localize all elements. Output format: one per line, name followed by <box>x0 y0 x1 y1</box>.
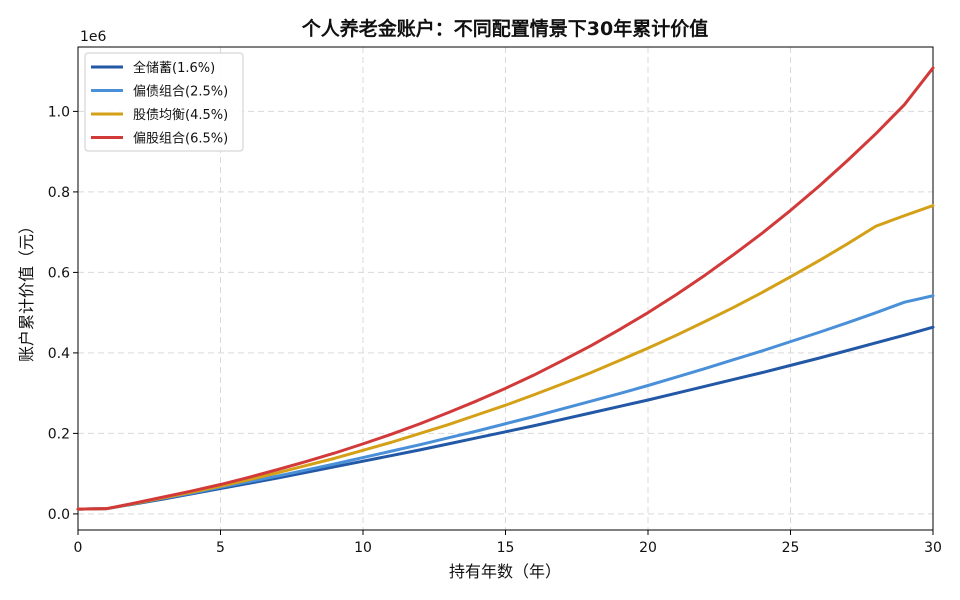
x-tick-label: 20 <box>639 540 657 556</box>
y-tick-label: 0.8 <box>48 185 70 201</box>
y-axis: 0.0 0.2 0.4 0.6 0.8 1.0 <box>48 104 78 523</box>
y-axis-title: 账户累计价值（元） <box>17 218 36 362</box>
series-line-3 <box>76 204 935 511</box>
legend-label: 偏债组合(2.5%) <box>133 85 228 100</box>
x-tick-label: 0 <box>74 540 83 556</box>
legend-box <box>84 52 244 152</box>
legend: 全储蓄(1.6%) 偏债组合(2.5%) 股债均衡(4.5%) 偏股组合(6.5%) <box>84 52 244 152</box>
y-tick-label: 0.4 <box>48 346 70 362</box>
y-scale-label: 1e6 <box>80 29 107 45</box>
series-lines <box>76 66 935 511</box>
y-tick-label: 0.6 <box>48 265 70 281</box>
x-tick-label: 10 <box>354 540 372 556</box>
x-tick-label: 25 <box>782 540 800 556</box>
chart-title: 个人养老金账户：不同配置情景下30年累计价值 <box>301 17 708 40</box>
x-tick-label: 15 <box>497 540 515 556</box>
x-tick-label: 30 <box>924 540 942 556</box>
y-tick-label: 0.0 <box>48 507 70 523</box>
y-tick-label: 0.2 <box>48 426 70 442</box>
x-axis-title: 持有年数（年） <box>449 562 561 581</box>
y-tick-label: 1.0 <box>48 104 70 120</box>
legend-label: 偏股组合(6.5%) <box>133 132 228 147</box>
x-axis: 0 5 10 15 20 25 30 <box>74 530 942 556</box>
series-line-4 <box>76 66 935 511</box>
legend-label: 全储蓄(1.6%) <box>133 60 215 76</box>
legend-label: 股债均衡(4.5%) <box>133 108 228 123</box>
x-tick-label: 5 <box>216 540 225 556</box>
